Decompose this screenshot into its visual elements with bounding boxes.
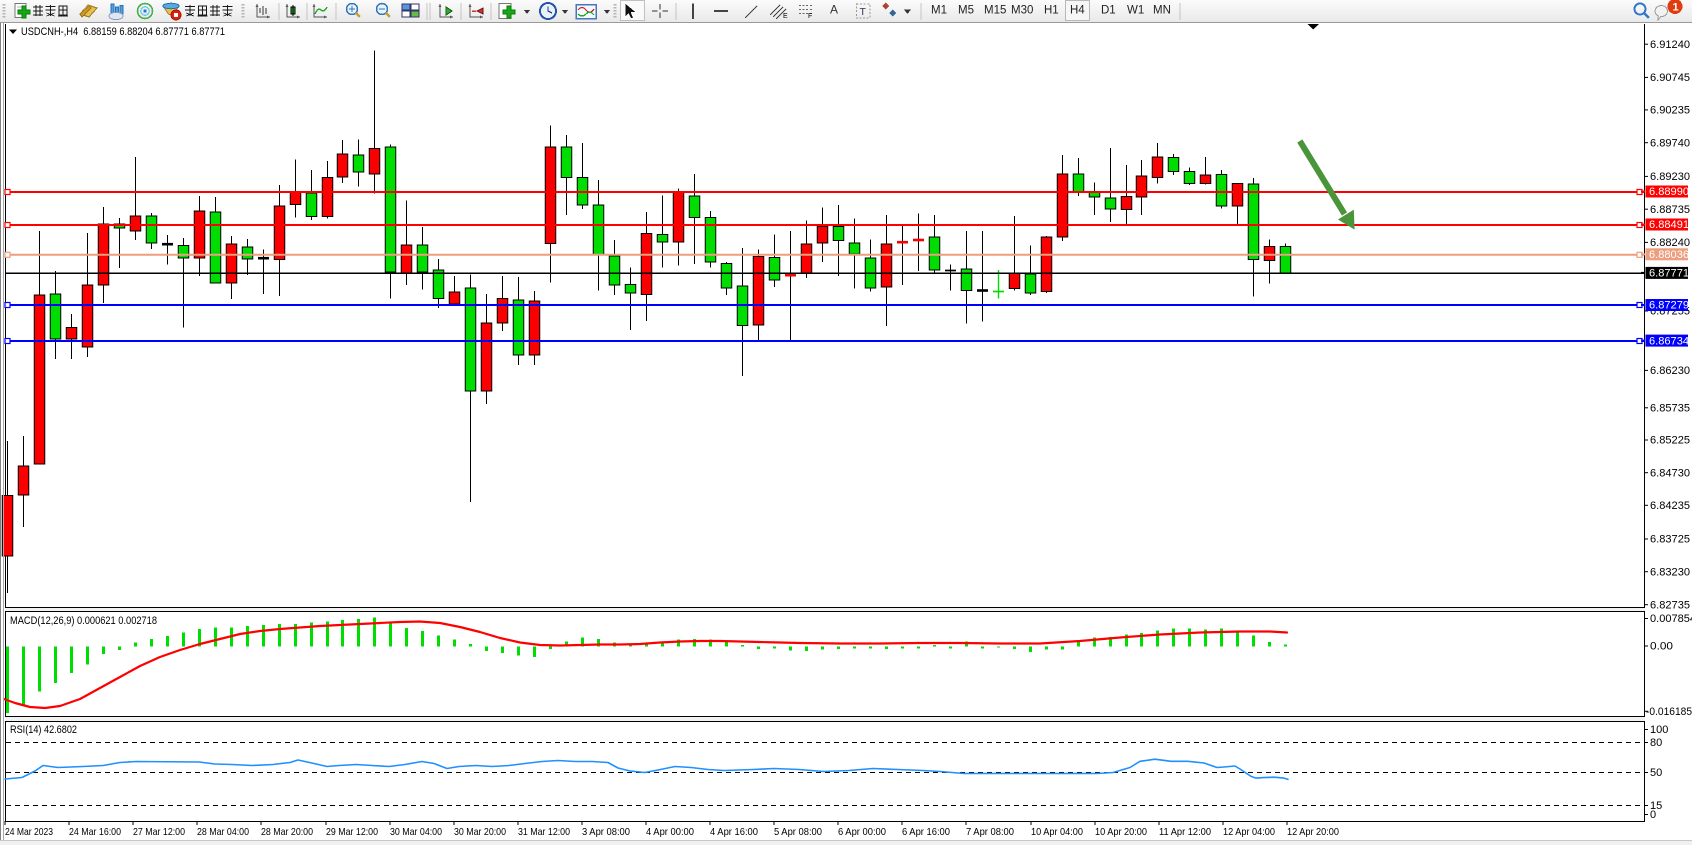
svg-text:80: 80	[1650, 737, 1662, 749]
svg-text:6.88240: 6.88240	[1650, 237, 1690, 249]
svg-text:M15: M15	[984, 5, 1006, 17]
svg-text:0.007854: 0.007854	[1650, 613, 1692, 625]
svg-text:29 Mar 12:00: 29 Mar 12:00	[326, 827, 378, 838]
svg-text:5 Apr 08:00: 5 Apr 08:00	[774, 827, 822, 838]
svg-text:4 Apr 00:00: 4 Apr 00:00	[646, 827, 694, 838]
svg-text:12 Apr 20:00: 12 Apr 20:00	[1287, 827, 1339, 838]
svg-text:10 Apr 04:00: 10 Apr 04:00	[1031, 827, 1083, 838]
svg-text:50: 50	[1650, 767, 1662, 779]
svg-text:7 Apr 08:00: 7 Apr 08:00	[966, 827, 1014, 838]
svg-text:10 Apr 20:00: 10 Apr 20:00	[1095, 827, 1147, 838]
svg-text:6 Apr 16:00: 6 Apr 16:00	[902, 827, 950, 838]
svg-text:27 Mar 12:00: 27 Mar 12:00	[133, 827, 185, 838]
svg-text:31 Mar 12:00: 31 Mar 12:00	[518, 827, 570, 838]
svg-text:6.82735: 6.82735	[1650, 599, 1690, 611]
svg-text:H1: H1	[1044, 5, 1059, 17]
svg-text:M1: M1	[931, 5, 947, 17]
svg-text:100: 100	[1650, 724, 1668, 736]
svg-text:A: A	[830, 3, 838, 17]
svg-text:28 Mar 20:00: 28 Mar 20:00	[261, 827, 313, 838]
svg-text:6.84730: 6.84730	[1650, 467, 1690, 479]
svg-text:6.88036: 6.88036	[1649, 249, 1689, 261]
svg-text:1: 1	[1673, 2, 1679, 14]
svg-text:6.86734: 6.86734	[1649, 335, 1689, 347]
svg-text:MACD(12,26,9) 0.000621 0.00271: MACD(12,26,9) 0.000621 0.002718	[10, 615, 157, 627]
svg-text:W1: W1	[1127, 5, 1144, 17]
svg-text:6.87279: 6.87279	[1649, 300, 1689, 312]
svg-text:28 Mar 04:00: 28 Mar 04:00	[197, 827, 249, 838]
svg-text:6.83230: 6.83230	[1650, 566, 1690, 578]
svg-text:T: T	[860, 6, 867, 18]
svg-text:30 Mar 20:00: 30 Mar 20:00	[454, 827, 506, 838]
svg-text:M30: M30	[1011, 5, 1033, 17]
svg-text:3 Apr 08:00: 3 Apr 08:00	[582, 827, 630, 838]
svg-text:6.83725: 6.83725	[1650, 534, 1690, 546]
svg-text:6.84235: 6.84235	[1650, 500, 1690, 512]
svg-text:0: 0	[1650, 809, 1656, 821]
svg-text:6.89740: 6.89740	[1650, 137, 1690, 149]
svg-text:15: 15	[1650, 800, 1662, 812]
svg-text:6.90745: 6.90745	[1650, 72, 1690, 84]
svg-text:MN: MN	[1153, 5, 1171, 17]
svg-text:D1: D1	[1101, 5, 1116, 17]
svg-text:6.88491: 6.88491	[1649, 219, 1689, 231]
svg-text:24 Mar 16:00: 24 Mar 16:00	[69, 827, 121, 838]
svg-text:6.88990: 6.88990	[1649, 186, 1689, 198]
svg-text:6.91240: 6.91240	[1650, 39, 1690, 51]
svg-text:E: E	[783, 13, 788, 20]
svg-text:F: F	[808, 13, 812, 20]
svg-text:6 Apr 00:00: 6 Apr 00:00	[838, 827, 886, 838]
svg-text:6.86230: 6.86230	[1650, 365, 1690, 377]
svg-text:6.85225: 6.85225	[1650, 435, 1690, 447]
svg-text:6.90235: 6.90235	[1650, 105, 1690, 117]
svg-text:24 Mar 2023: 24 Mar 2023	[5, 827, 53, 838]
svg-text:0.00: 0.00	[1650, 641, 1673, 653]
svg-text:6.88735: 6.88735	[1650, 204, 1690, 216]
svg-text:6.85735: 6.85735	[1650, 403, 1690, 415]
svg-text:12 Apr 04:00: 12 Apr 04:00	[1223, 827, 1275, 838]
svg-text:RSI(14) 42.6802: RSI(14) 42.6802	[10, 724, 77, 736]
svg-text:-0.016185: -0.016185	[1646, 706, 1692, 718]
svg-text:6.87771: 6.87771	[1649, 268, 1689, 280]
svg-text:USDCNH-,H4 6.88159 6.88204 6.: USDCNH-,H4 6.88159 6.88204 6.87771 6.877…	[21, 26, 225, 38]
svg-text:30 Mar 04:00: 30 Mar 04:00	[390, 827, 442, 838]
svg-text:11 Apr 12:00: 11 Apr 12:00	[1159, 827, 1211, 838]
svg-text:M5: M5	[958, 5, 974, 17]
svg-text:6.89230: 6.89230	[1650, 171, 1690, 183]
svg-text:4 Apr 16:00: 4 Apr 16:00	[710, 827, 758, 838]
svg-text:H4: H4	[1070, 5, 1085, 17]
